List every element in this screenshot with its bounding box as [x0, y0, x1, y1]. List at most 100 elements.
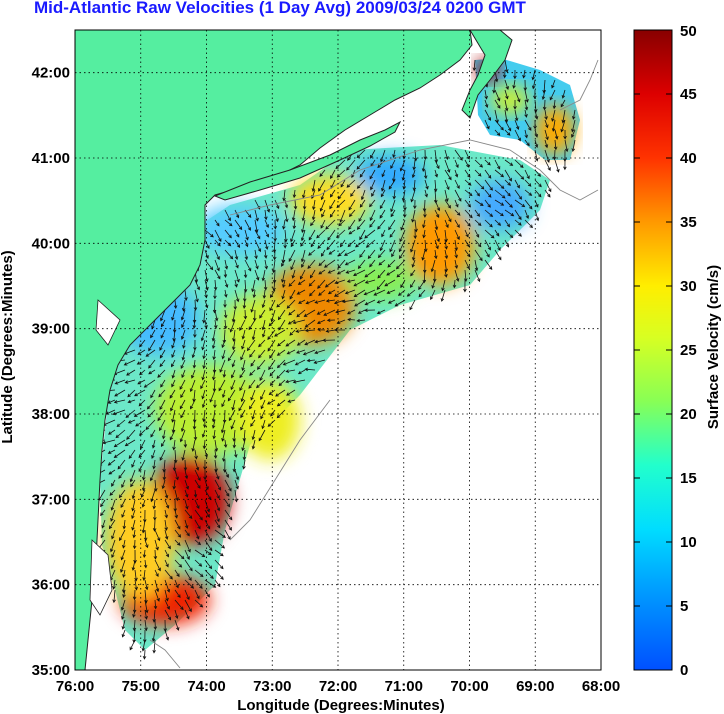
velocity-arrow	[213, 399, 217, 409]
velocity-arrow	[174, 579, 179, 589]
velocity-arrow	[463, 269, 468, 282]
velocity-arrow	[221, 429, 226, 442]
velocity-arrow	[191, 369, 196, 379]
velocity-arrow	[274, 199, 280, 210]
velocity-arrow	[124, 439, 136, 447]
velocity-arrow	[544, 129, 549, 141]
velocity-arrow	[388, 179, 396, 190]
velocity-arrow	[132, 529, 136, 539]
velocity-arrow	[242, 299, 247, 309]
velocity-arrow	[514, 119, 520, 130]
velocity-arrow	[411, 169, 416, 179]
velocity-arrow	[136, 359, 146, 365]
velocity-arrow	[318, 259, 326, 267]
velocity-arrow	[434, 199, 441, 212]
velocity-arrow	[100, 509, 106, 517]
velocity-arrow	[504, 109, 509, 123]
velocity-arrow	[224, 479, 232, 492]
velocity-arrow	[234, 489, 239, 503]
velocity-arrow	[296, 309, 306, 318]
velocity-arrow	[288, 249, 296, 262]
velocity-arrow	[434, 209, 440, 218]
velocity-arrow	[304, 328, 316, 333]
velocity-arrow	[131, 509, 136, 520]
velocity-arrow	[154, 589, 160, 602]
velocity-arrow	[143, 529, 148, 542]
velocity-arrow	[183, 439, 188, 448]
velocity-arrow	[444, 209, 452, 223]
velocity-arrow	[564, 139, 569, 153]
velocity-arrow	[484, 109, 491, 121]
velocity-arrow	[164, 559, 169, 568]
velocity-arrow	[234, 219, 243, 231]
velocity-arrow	[504, 189, 511, 197]
lat-tick-label: 41:00	[32, 150, 70, 167]
velocity-arrow	[224, 469, 229, 478]
velocity-arrow	[160, 329, 166, 339]
velocity-arrow	[534, 139, 539, 149]
velocity-arrow	[301, 209, 306, 222]
velocity-arrow	[464, 229, 469, 238]
velocity-arrow	[116, 419, 126, 428]
velocity-arrow	[214, 509, 220, 523]
velocity-arrow	[151, 439, 156, 449]
land-long-island	[213, 120, 402, 201]
velocity-arrow	[364, 299, 376, 306]
velocity-arrow	[324, 259, 336, 268]
velocity-arrow	[132, 619, 137, 632]
velocity-arrow	[484, 259, 493, 270]
velocity-arrow	[376, 309, 386, 315]
velocity-arrow	[484, 229, 495, 239]
velocity-arrow	[234, 449, 238, 458]
velocity-arrow	[434, 219, 439, 231]
velocity-arrow	[250, 389, 256, 401]
velocity-arrow	[110, 499, 116, 511]
velocity-arrow	[234, 279, 238, 288]
velocity-arrow	[152, 639, 156, 654]
velocity-arrow	[250, 419, 256, 427]
velocity-arrow	[376, 279, 386, 290]
velocity-arrow	[239, 369, 246, 379]
velocity-arrow	[174, 549, 185, 560]
velocity-arrow	[348, 209, 356, 218]
velocity-arrow	[326, 318, 336, 322]
velocity-arrow	[141, 499, 146, 508]
velocity-arrow	[318, 269, 326, 275]
velocity-arrow	[544, 109, 548, 120]
velocity-arrow	[239, 379, 246, 392]
velocity-arrow	[184, 569, 192, 582]
velocity-arrow	[524, 199, 533, 210]
velocity-arrow	[232, 439, 237, 449]
velocity-arrow	[282, 279, 286, 289]
velocity-arrow	[174, 609, 179, 620]
velocity-arrow	[571, 139, 576, 153]
velocity-arrow	[513, 100, 517, 110]
velocity-arrow	[164, 599, 170, 610]
velocity-arrow	[143, 559, 148, 569]
velocity-arrow	[251, 439, 256, 450]
velocity-arrow	[164, 499, 170, 509]
velocity-arrow	[174, 539, 181, 546]
velocity-arrow	[355, 239, 366, 248]
velocity-arrow	[112, 409, 126, 416]
velocity-arrow	[544, 179, 552, 193]
velocity-arrow	[254, 269, 260, 281]
velocity-arrow	[240, 389, 246, 403]
velocity-arrow	[202, 359, 206, 370]
velocity-arrow	[504, 229, 514, 239]
colorbar-label: Surface Velocity (cm/s)	[705, 265, 722, 429]
velocity-arrow	[194, 469, 201, 482]
velocity-arrow	[193, 429, 198, 441]
velocity-arrow	[268, 389, 276, 396]
velocity-arrow	[204, 579, 217, 588]
velocity-arrow	[204, 519, 211, 530]
velocity-arrow	[213, 289, 217, 300]
velocity-arrow	[380, 189, 386, 198]
velocity-arrow	[494, 179, 505, 189]
velocity-arrow	[287, 319, 296, 325]
velocity-arrow	[113, 399, 126, 404]
velocity-arrow	[284, 199, 289, 209]
velocity-arrow	[348, 229, 356, 235]
velocity-arrow	[194, 459, 200, 471]
velocity-arrow	[484, 89, 488, 100]
